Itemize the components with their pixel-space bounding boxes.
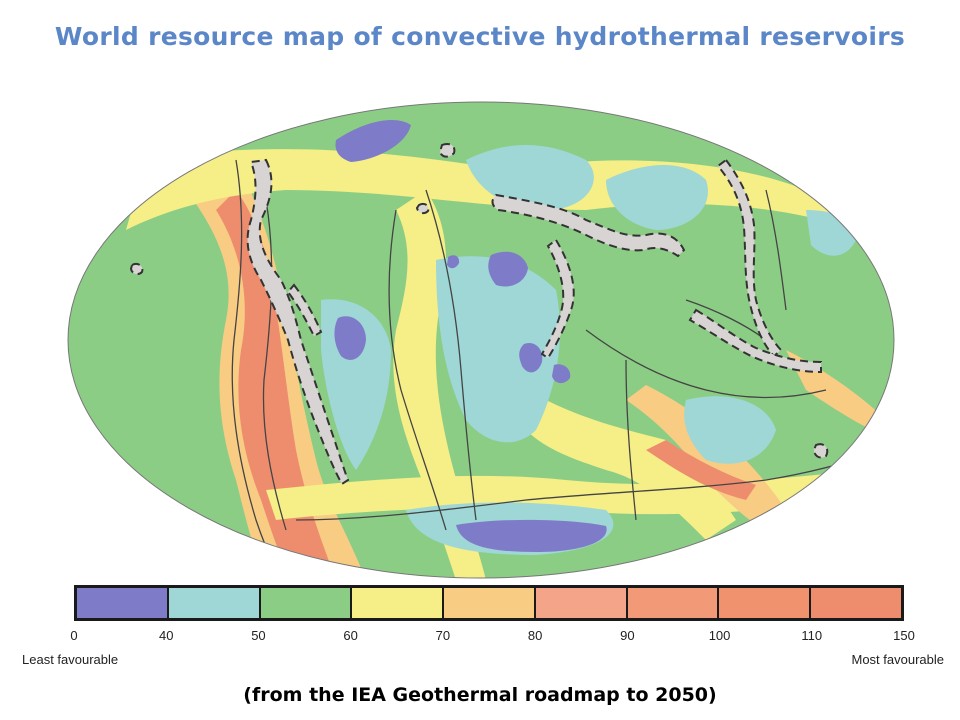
russia-cyan <box>606 165 708 230</box>
legend-tick-label: 110 <box>801 628 823 643</box>
legend-segment <box>168 588 261 618</box>
legend-ticks: 0 40 50 60 70 80 90 100 110 150 <box>70 628 914 648</box>
west-africa-purple <box>447 255 460 269</box>
legend-segment <box>352 588 445 618</box>
legend-min-label: Least favourable <box>22 652 119 667</box>
reservoir-central-america <box>286 283 323 338</box>
reservoir-east-africa <box>540 238 575 360</box>
reservoir-azores <box>415 202 430 215</box>
reservoir-mediterranean-asia <box>491 193 686 258</box>
east-pacific-red <box>216 190 336 578</box>
antarctica-purple <box>456 519 607 552</box>
africa-cyan <box>436 256 560 443</box>
legend-tick-label: 70 <box>435 628 451 643</box>
canada-purple <box>335 120 411 162</box>
legend-tick-label: 0 <box>70 628 78 643</box>
legend-segment <box>260 588 353 618</box>
world-map-svg <box>67 101 895 579</box>
legend-tick-label: 80 <box>527 628 543 643</box>
atlantic-yellow-belt <box>393 190 486 578</box>
legend-segment <box>811 588 902 618</box>
plate-boundaries <box>231 159 887 578</box>
reservoir-iceland <box>438 143 456 158</box>
congo-purple <box>519 342 543 373</box>
reservoir-new-zealand <box>812 443 829 459</box>
reservoir-hawaii <box>129 262 144 276</box>
australia-cyan <box>684 396 776 464</box>
brazil-purple <box>334 316 366 360</box>
south-africa-purple <box>552 364 571 384</box>
reservoir-indonesia <box>688 308 822 374</box>
legend-segment <box>77 588 169 618</box>
legend-tick-label: 50 <box>251 628 266 643</box>
legend-colorbar <box>74 585 904 621</box>
legend-segment <box>627 588 720 618</box>
map-outline <box>67 101 895 579</box>
legend-tick-label: 90 <box>620 628 635 643</box>
australia-east-orange <box>786 350 894 440</box>
legend-tick-label: 100 <box>708 628 731 643</box>
reservoir-zones <box>129 143 829 486</box>
sahara-purple <box>488 251 528 287</box>
world-map <box>66 100 896 580</box>
legend-tick-label: 60 <box>343 628 358 643</box>
reservoir-americas-west <box>246 158 350 486</box>
legend-max-label: Most favourable <box>851 652 945 667</box>
legend-segment <box>719 588 812 618</box>
legend-tick-label: 150 <box>893 628 915 643</box>
map-title: World resource map of convective hydroth… <box>54 22 906 51</box>
legend-segment <box>535 588 628 618</box>
southwest-pacific-red <box>646 440 756 500</box>
north-atlantic-cyan <box>466 145 594 210</box>
legend-segment <box>444 588 536 618</box>
source-caption: (from the IEA Geothermal roadmap to 2050… <box>243 684 717 706</box>
legend-tick-label: 40 <box>158 628 174 643</box>
